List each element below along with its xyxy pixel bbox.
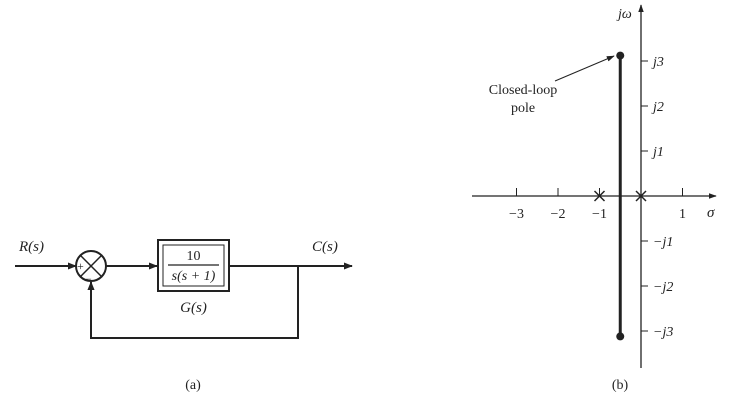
closed-loop-pole-1 <box>616 332 625 341</box>
real-tick-label: −3 <box>509 207 524 222</box>
imag-tick-label: j2 <box>651 100 664 115</box>
open-loop-pole-0 <box>635 190 647 202</box>
caption-a: (a) <box>185 378 201 393</box>
closed-loop-poles <box>616 51 625 341</box>
sum-minus-sign: − <box>85 272 92 286</box>
sum-plus-sign: + <box>77 259 84 273</box>
input-label: R(s) <box>18 239 44 255</box>
output-label: C(s) <box>312 239 338 255</box>
imag-tick-label: −j3 <box>653 325 673 340</box>
imaginary-axis-label: jω <box>616 7 632 22</box>
open-loop-poles <box>593 190 647 202</box>
real-tick-label: −2 <box>551 207 566 222</box>
imag-tick-label: j3 <box>651 55 664 70</box>
imag-tick-label: −j1 <box>653 235 673 250</box>
annotation-arrow <box>554 55 615 82</box>
feedback-path <box>87 266 299 339</box>
caption-b: (b) <box>612 378 629 393</box>
closed-loop-pole-0 <box>616 51 625 60</box>
real-axis-label: σ <box>707 205 715 221</box>
annotation-line-1: Closed-loop <box>489 83 557 98</box>
block-diagram: R(s) + − 10 s(s + 1) G(s) C(s) (a) <box>15 239 353 393</box>
transfer-denominator: s(s + 1) <box>172 269 216 284</box>
transfer-numerator: 10 <box>187 249 201 264</box>
imag-tick-label: j1 <box>651 145 664 160</box>
open-loop-pole-1 <box>593 190 606 202</box>
real-tick-label: 1 <box>679 207 686 222</box>
imaginary-axis-ticks: j3 j2 j1 −j1 −j2 −j3 <box>641 55 673 340</box>
block-name-label: G(s) <box>180 300 207 316</box>
annotation-line-2: pole <box>511 101 535 116</box>
real-axis-ticks: −3 −2 −1 1 <box>509 188 686 222</box>
imag-tick-label: −j2 <box>653 280 673 295</box>
root-locus-plot: jω σ −3 −2 −1 1 j3 j2 j1 −j1 −j2 −j3 Closed-loop… <box>472 4 717 393</box>
real-tick-label: −1 <box>592 207 607 222</box>
